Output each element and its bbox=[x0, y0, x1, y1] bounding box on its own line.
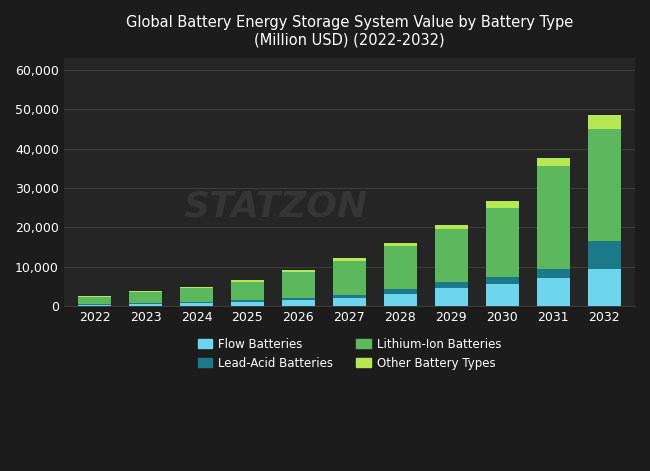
Bar bbox=[384, 246, 417, 290]
Text: STATZON: STATZON bbox=[183, 190, 367, 224]
Bar bbox=[282, 298, 315, 300]
Legend: Flow Batteries, Lead-Acid Batteries, Lithium-Ion Batteries, Other Battery Types: Flow Batteries, Lead-Acid Batteries, Lit… bbox=[193, 333, 506, 374]
Bar bbox=[180, 303, 213, 306]
Bar bbox=[129, 292, 162, 303]
Bar bbox=[588, 268, 621, 306]
Bar bbox=[282, 270, 315, 272]
Bar bbox=[486, 208, 519, 276]
Bar bbox=[384, 243, 417, 246]
Bar bbox=[231, 282, 264, 300]
Bar bbox=[78, 297, 111, 304]
Bar bbox=[231, 280, 264, 282]
Bar bbox=[129, 304, 162, 306]
Bar bbox=[384, 294, 417, 306]
Bar bbox=[78, 305, 111, 306]
Bar bbox=[435, 283, 468, 288]
Bar bbox=[333, 261, 366, 294]
Bar bbox=[537, 278, 570, 306]
Bar bbox=[537, 166, 570, 268]
Bar bbox=[384, 290, 417, 294]
Bar bbox=[435, 225, 468, 229]
Bar bbox=[435, 229, 468, 283]
Bar bbox=[129, 291, 162, 292]
Bar bbox=[435, 288, 468, 306]
Bar bbox=[129, 303, 162, 304]
Bar bbox=[78, 304, 111, 305]
Bar bbox=[588, 129, 621, 241]
Bar bbox=[537, 158, 570, 166]
Bar bbox=[282, 272, 315, 298]
Bar bbox=[78, 296, 111, 297]
Title: Global Battery Energy Storage System Value by Battery Type
(Million USD) (2022-2: Global Battery Energy Storage System Val… bbox=[126, 15, 573, 48]
Bar bbox=[588, 241, 621, 268]
Bar bbox=[537, 268, 570, 278]
Bar bbox=[231, 302, 264, 306]
Bar bbox=[486, 201, 519, 208]
Bar bbox=[333, 298, 366, 306]
Bar bbox=[588, 115, 621, 129]
Bar bbox=[180, 286, 213, 288]
Bar bbox=[180, 288, 213, 302]
Bar bbox=[231, 300, 264, 302]
Bar bbox=[282, 300, 315, 306]
Bar bbox=[333, 258, 366, 261]
Bar bbox=[486, 276, 519, 284]
Bar bbox=[486, 284, 519, 306]
Bar bbox=[180, 302, 213, 303]
Bar bbox=[333, 294, 366, 298]
